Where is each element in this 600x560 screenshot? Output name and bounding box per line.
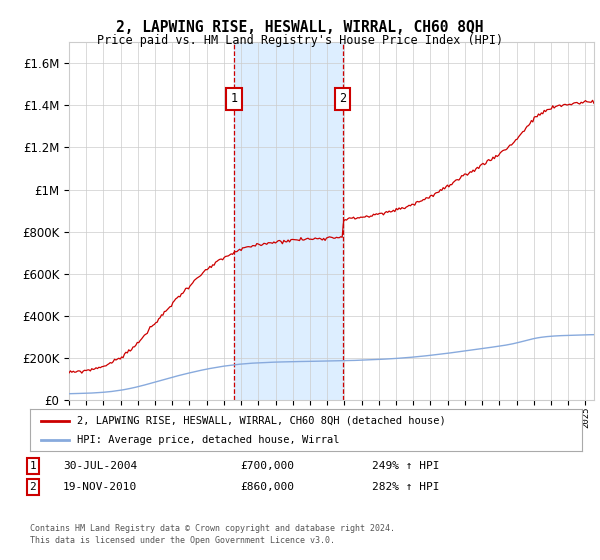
Text: 1: 1 (230, 92, 238, 105)
Text: 2, LAPWING RISE, HESWALL, WIRRAL, CH60 8QH: 2, LAPWING RISE, HESWALL, WIRRAL, CH60 8… (116, 20, 484, 35)
Text: £860,000: £860,000 (240, 482, 294, 492)
Text: 249% ↑ HPI: 249% ↑ HPI (372, 461, 439, 471)
Text: This data is licensed under the Open Government Licence v3.0.: This data is licensed under the Open Gov… (30, 536, 335, 545)
Text: 1: 1 (29, 461, 37, 471)
Text: 282% ↑ HPI: 282% ↑ HPI (372, 482, 439, 492)
Text: 19-NOV-2010: 19-NOV-2010 (63, 482, 137, 492)
Text: Contains HM Land Registry data © Crown copyright and database right 2024.: Contains HM Land Registry data © Crown c… (30, 524, 395, 533)
Text: £700,000: £700,000 (240, 461, 294, 471)
Text: 2, LAPWING RISE, HESWALL, WIRRAL, CH60 8QH (detached house): 2, LAPWING RISE, HESWALL, WIRRAL, CH60 8… (77, 416, 446, 426)
Bar (234, 42, 343, 400)
Text: 2: 2 (339, 92, 346, 105)
Text: 30-JUL-2004: 30-JUL-2004 (63, 461, 137, 471)
Text: Price paid vs. HM Land Registry's House Price Index (HPI): Price paid vs. HM Land Registry's House … (97, 34, 503, 46)
Text: 2: 2 (29, 482, 37, 492)
Text: HPI: Average price, detached house, Wirral: HPI: Average price, detached house, Wirr… (77, 435, 340, 445)
